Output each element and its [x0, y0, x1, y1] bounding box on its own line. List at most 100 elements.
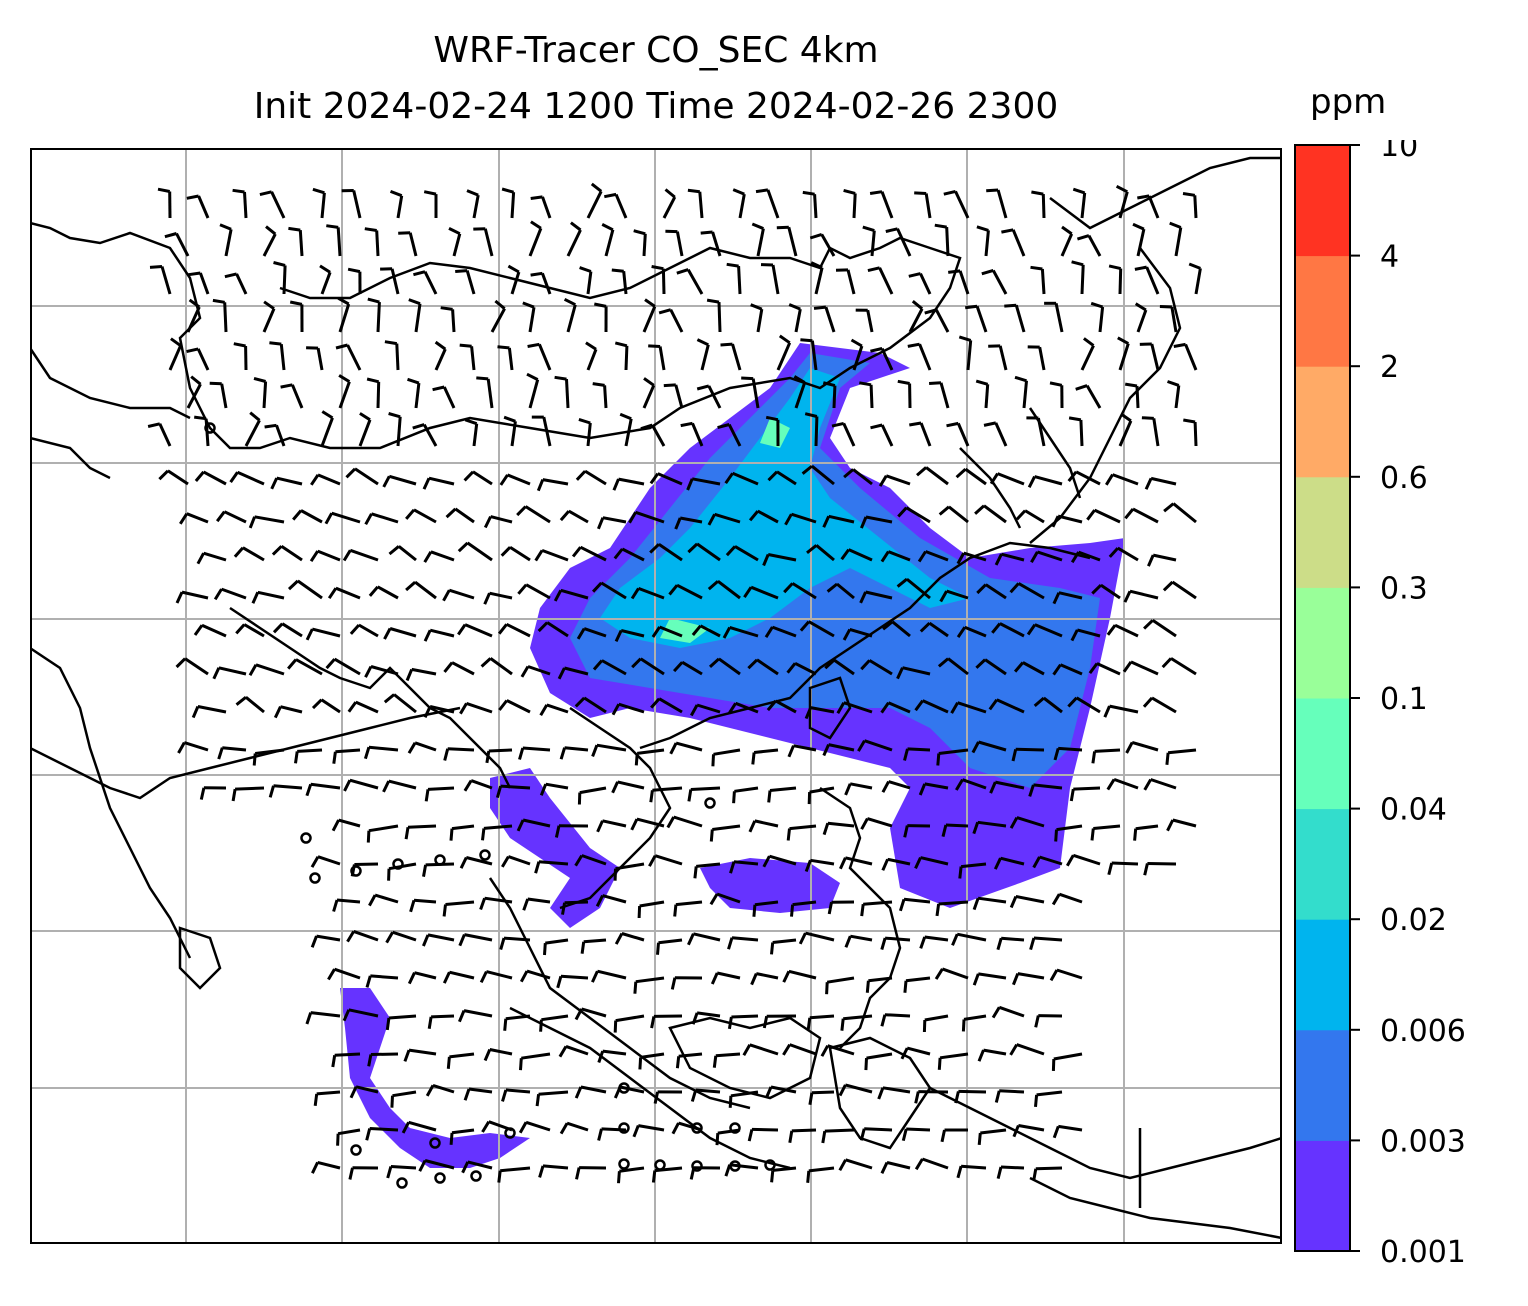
wind-barb-shaft [737, 266, 742, 295]
wind-barb-flag [268, 785, 275, 798]
wind-barb-flag [1124, 508, 1135, 520]
wind-barb-shaft [316, 347, 324, 371]
wind-barb-flag [539, 783, 548, 796]
wind-barb-shaft [368, 745, 399, 752]
wind-barb-flag [1132, 222, 1145, 231]
wind-barb-shaft [870, 230, 876, 257]
wind-barb-flag [671, 1122, 680, 1135]
wind-barb-shaft [564, 666, 589, 676]
wind-barb-flag [559, 1122, 569, 1135]
wind-barb-shaft [320, 698, 341, 714]
wind-barb-flag [193, 624, 204, 636]
wind-barb-flag [611, 703, 621, 716]
wind-barb-flag [538, 1165, 545, 1178]
wind-barb-flag [571, 546, 582, 558]
wind-barb-flag [924, 308, 937, 315]
wind-barb-flag [991, 1006, 1001, 1019]
wind-barb-flag [793, 375, 806, 384]
wind-barb-shaft [751, 378, 760, 409]
wind-barb-shaft [1150, 343, 1160, 371]
wind-barb-shaft [696, 703, 721, 714]
wind-barb-shaft [158, 423, 172, 447]
wind-barb-shaft [958, 1089, 987, 1094]
wind-barb-shaft [637, 586, 665, 600]
wind-barb-flag [248, 516, 256, 529]
wind-barb-flag [800, 338, 813, 343]
wind-barb-flag [287, 658, 298, 670]
wind-barb-shaft [640, 1052, 665, 1059]
wind-barb-shaft [243, 191, 248, 219]
wind-barb-shaft [1145, 266, 1160, 295]
wind-barb-flag [1049, 969, 1059, 982]
wind-barb-flag [897, 379, 910, 385]
wind-barb-shaft [1058, 591, 1083, 600]
wind-barb-shaft [397, 545, 417, 562]
wind-barb-flag [347, 701, 358, 713]
wind-barb-shaft [408, 232, 418, 257]
wind-barb-flag [534, 861, 541, 874]
wind-barb-shaft [919, 272, 932, 295]
wind-barb-flag [994, 1090, 1001, 1103]
wind-barb-flag [907, 342, 920, 348]
wind-barb-flag [948, 269, 961, 274]
wind-barb-flag [870, 423, 883, 430]
wind-barb-shaft [579, 545, 607, 562]
wind-barb-shaft [431, 1014, 455, 1019]
wind-barb-flag [896, 667, 904, 680]
wind-barb-flag [498, 623, 508, 635]
wind-barb-flag [722, 626, 732, 639]
wind-barb-flag [956, 626, 967, 638]
wind-barb-shaft [808, 620, 835, 638]
wind-barb-flag [880, 1161, 889, 1174]
wind-barb-flag [956, 1165, 963, 1179]
plume-peak-1 [760, 418, 790, 448]
wind-barb-flag [543, 942, 547, 956]
wind-barb-flag [1070, 629, 1079, 642]
wind-barb-flag [519, 1058, 523, 1071]
co-tracer-field [340, 343, 1125, 1168]
calm-marker [691, 1122, 703, 1134]
wind-barb-flag [556, 975, 563, 989]
wind-barb-shaft [490, 307, 506, 333]
wind-barb-shaft [1172, 818, 1197, 828]
wind-barb-shaft [756, 972, 779, 980]
wind-barb-shaft [956, 932, 987, 942]
wind-barb-flag [784, 513, 793, 526]
wind-barb-flag [310, 474, 320, 486]
wind-barb-flag [1026, 623, 1037, 636]
wind-barb-flag [401, 1121, 410, 1134]
wind-barb-shaft [255, 748, 285, 755]
wind-barb-flag [958, 335, 972, 342]
wind-barb-shaft [538, 860, 569, 866]
wind-barb-flag [767, 790, 772, 803]
wind-barb-flag [386, 1166, 393, 1179]
wind-barb-shaft [602, 516, 627, 524]
wind-barb-flag [554, 825, 561, 838]
wind-barb-shaft [675, 741, 703, 752]
wind-barb-flag [1001, 228, 1014, 234]
wind-barb-shaft [203, 551, 227, 562]
wind-barb-flag [798, 932, 807, 945]
wind-barb-shaft [202, 470, 227, 486]
colorbar-segment [1295, 919, 1350, 1031]
wind-barb-flag [1052, 1125, 1060, 1139]
wind-barb-flag [311, 1161, 319, 1174]
wind-barb-flag [1120, 412, 1132, 423]
wind-barb-shaft [316, 934, 341, 942]
wind-barb-shaft [905, 506, 931, 524]
wind-barb-shaft [583, 696, 607, 714]
wind-barb-flag [630, 587, 640, 600]
colorbar-tick-label: 0.6 [1380, 461, 1428, 496]
wind-barb-shaft [772, 938, 797, 944]
wind-barb-flag [707, 513, 716, 526]
wind-barb-shaft [389, 627, 417, 638]
wind-barb-flag [591, 744, 599, 757]
wind-barb-shaft [774, 699, 797, 714]
wind-barb-shaft [1098, 306, 1105, 333]
wind-barb-shaft [337, 1128, 361, 1136]
wind-barb-shaft [542, 1164, 569, 1170]
colorbar-tick-label: 10 [1380, 140, 1418, 164]
wind-barb-shaft [642, 384, 656, 409]
wind-barb-flag [272, 622, 284, 634]
wind-barb-shaft [338, 818, 361, 828]
